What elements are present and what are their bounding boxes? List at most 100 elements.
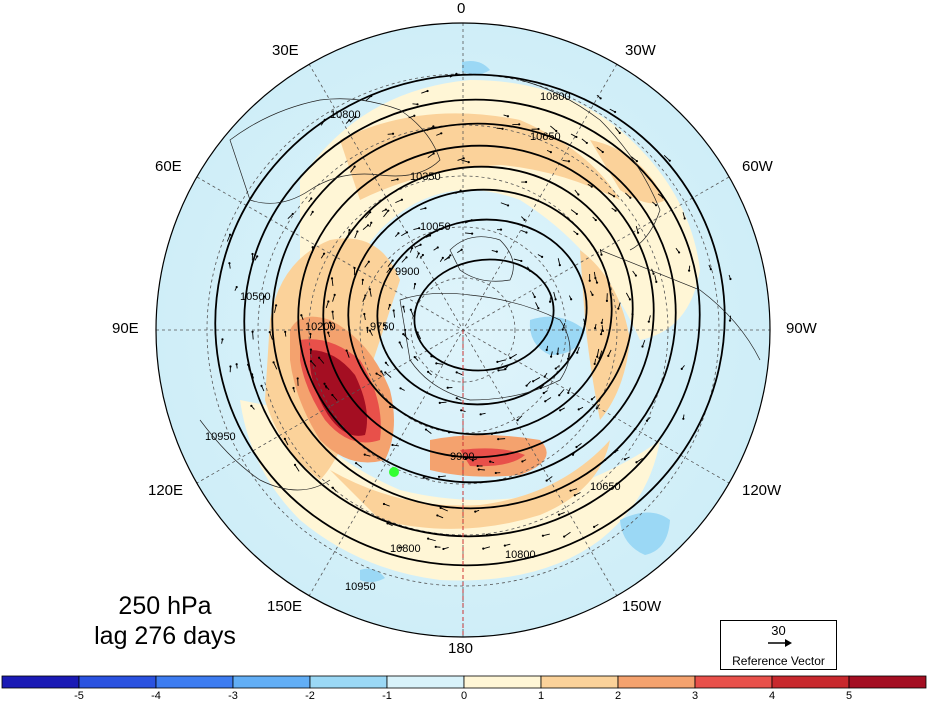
wind-vector-head [678, 251, 680, 253]
wind-vector-head [572, 454, 574, 456]
colorbar-tick-label: -5 [69, 690, 89, 702]
wind-vector-head [613, 195, 615, 197]
wind-vector-head [544, 400, 546, 402]
wind-vector-head [440, 132, 442, 134]
wind-vector-head [555, 367, 557, 369]
wind-vector-head [364, 294, 366, 296]
lon-label-30w: 30W [625, 42, 656, 59]
wind-vector-head [562, 329, 564, 331]
wind-vector-head [353, 267, 355, 269]
colorbar-tick-label: 3 [685, 690, 705, 702]
contour-label: 10950 [205, 431, 236, 443]
wind-vector-head [348, 229, 350, 231]
wind-vector-head [383, 503, 385, 505]
wind-vector-head [576, 213, 578, 215]
wind-vector-head [250, 405, 252, 407]
wind-vector-head [356, 230, 358, 232]
lag-title: lag 276 days [60, 622, 270, 651]
wind-vector-head [355, 462, 357, 464]
wind-vector-head [387, 210, 389, 212]
wind-vector-head [518, 123, 520, 125]
wind-vector-head [507, 204, 509, 206]
wind-vector-head [540, 387, 542, 389]
wind-vector-head [332, 311, 334, 313]
wind-vector-head [637, 232, 639, 234]
wind-vector-head [624, 458, 626, 460]
wind-vector-head [729, 278, 731, 280]
wind-vector-head [416, 103, 418, 105]
wind-vector-head [414, 356, 416, 358]
wind-vector-head [497, 438, 499, 440]
wind-vector-head [600, 333, 602, 335]
wind-vector-head [399, 341, 401, 343]
colorbar-swatch [156, 676, 233, 688]
wind-vector-head [380, 370, 382, 372]
wind-vector-head [229, 365, 231, 367]
wind-vector-head [389, 304, 391, 306]
colorbar-swatch [464, 676, 541, 688]
wind-vector-head [594, 363, 596, 365]
wind-vector-head [463, 157, 465, 159]
wind-vector-head [424, 207, 426, 209]
contour-label: 9900 [395, 266, 419, 278]
wind-vector-head [346, 349, 348, 351]
wind-vector-head [402, 333, 404, 335]
wind-vector-head [569, 490, 571, 492]
colorbar-tick-label: 1 [531, 690, 551, 702]
contour-label: 10200 [305, 321, 336, 333]
reference-vector-label: Reference Vector [721, 654, 836, 668]
wind-vector-head [570, 298, 572, 300]
wind-vector-head [312, 211, 314, 213]
wind-vector-head [575, 446, 577, 448]
wind-vector-head [575, 136, 577, 138]
pressure-level-title: 250 hPa [60, 592, 270, 621]
wind-vector-head [486, 534, 488, 536]
wind-vector-head [617, 308, 619, 310]
wind-vector-head [331, 277, 333, 279]
wind-vector-head [576, 352, 578, 354]
wind-vector-head [477, 465, 479, 467]
wind-vector-head [520, 260, 522, 262]
wind-vector-head [433, 152, 435, 154]
wind-vector-head [325, 385, 327, 387]
wind-vector-head [591, 186, 593, 188]
wind-vector-head [397, 232, 399, 234]
wind-vector-head [567, 358, 569, 360]
wind-vector-head [559, 264, 561, 266]
wind-vector-head [432, 125, 434, 127]
wind-vector-head [631, 313, 633, 315]
wind-vector-head [228, 262, 230, 264]
wind-vector-head [688, 269, 690, 271]
wind-vector-head [509, 357, 511, 359]
wind-vector-head [669, 160, 671, 162]
wind-vector-head [544, 376, 546, 378]
wind-vector-head [251, 331, 253, 333]
wind-vector-head [221, 338, 223, 340]
wind-vector-head [652, 273, 654, 275]
wind-vector-head [401, 199, 403, 201]
wind-vector-head [525, 181, 527, 183]
wind-vector-head [442, 257, 444, 259]
wind-vector-head [367, 224, 369, 226]
wind-vector-head [635, 461, 637, 463]
wind-vector-head [591, 398, 593, 400]
wind-vector-head [310, 349, 312, 351]
lon-label-180: 180 [448, 640, 473, 657]
wind-vector-head [323, 383, 325, 385]
contour-label: 10650 [590, 481, 621, 493]
wind-vector-head [375, 373, 377, 375]
colorbar-swatch [2, 676, 79, 688]
wind-vector-head [497, 369, 499, 371]
colorbar-swatch [772, 676, 849, 688]
wind-vector-head [331, 394, 333, 396]
wind-vector-head [251, 253, 253, 255]
wind-vector-head [404, 329, 406, 331]
wind-vector-head [393, 309, 395, 311]
wind-vector-head [619, 132, 621, 134]
contour-label: 10050 [420, 221, 451, 233]
wind-vector [253, 332, 254, 340]
wind-vector-head [456, 397, 458, 399]
wind-vector-head [655, 204, 657, 206]
wind-vector-head [251, 373, 253, 375]
